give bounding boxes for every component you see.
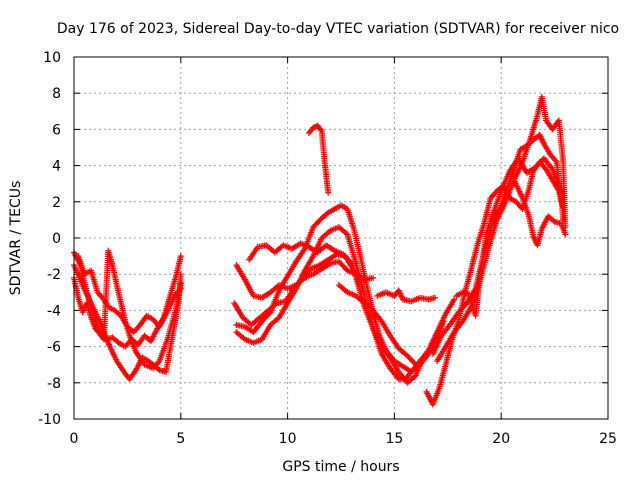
y-tick-label: -10: [38, 412, 61, 428]
series-track-j: [305, 122, 332, 196]
x-tick-label: 25: [599, 431, 617, 447]
y-tick-label: -8: [47, 376, 61, 392]
series-track-q: [511, 177, 569, 249]
data-point: [177, 271, 184, 278]
y-tick-label: -6: [47, 340, 61, 356]
series-track-m: [423, 158, 567, 408]
series-track-p: [453, 155, 567, 319]
data-point: [451, 296, 458, 303]
chart-title: Day 176 of 2023, Sidereal Day-to-day VTE…: [57, 21, 619, 37]
series-track-l: [374, 287, 438, 305]
data-point: [177, 253, 184, 260]
data-point: [411, 360, 418, 367]
data-point: [560, 216, 567, 223]
data-point: [370, 274, 377, 281]
data-point: [431, 294, 438, 301]
y-tick-label: -2: [47, 267, 61, 283]
series-track-o: [434, 93, 569, 365]
series-track-k: [335, 282, 419, 368]
axis-ticks: 0 5 10 15 20 25 -10 -8 -6 -4 -2 0 2 4 6 8 10: [38, 50, 617, 447]
y-tick-label: 8: [52, 86, 61, 102]
x-tick-label: 10: [279, 431, 297, 447]
y-tick-label: 10: [43, 50, 61, 66]
x-tick-label: 20: [492, 431, 510, 447]
data-point: [347, 259, 354, 266]
x-axis-label: GPS time / hours: [282, 459, 399, 475]
x-tick-label: 0: [70, 431, 79, 447]
series-track-h: [233, 202, 447, 375]
data-point: [412, 361, 419, 368]
data-point: [325, 189, 332, 196]
y-tick-label: 4: [52, 159, 61, 175]
plot-frame: [73, 56, 609, 420]
y-tick-label: -4: [47, 303, 61, 319]
data-point: [419, 356, 426, 363]
x-tick-label: 15: [385, 431, 403, 447]
y-axis-label: SDTVAR / TECUs: [8, 181, 24, 296]
y-tick-label: 6: [52, 122, 61, 138]
data-point: [317, 126, 324, 133]
data-point: [562, 231, 569, 238]
x-tick-label: 5: [176, 431, 185, 447]
series-track-i: [246, 240, 426, 386]
data-point: [177, 280, 184, 287]
data-points: [71, 93, 569, 408]
series-track-d: [71, 247, 184, 372]
y-tick-label: 0: [52, 231, 61, 247]
y-tick-label: 2: [52, 195, 61, 211]
data-point: [266, 310, 273, 317]
data-point: [440, 318, 447, 325]
